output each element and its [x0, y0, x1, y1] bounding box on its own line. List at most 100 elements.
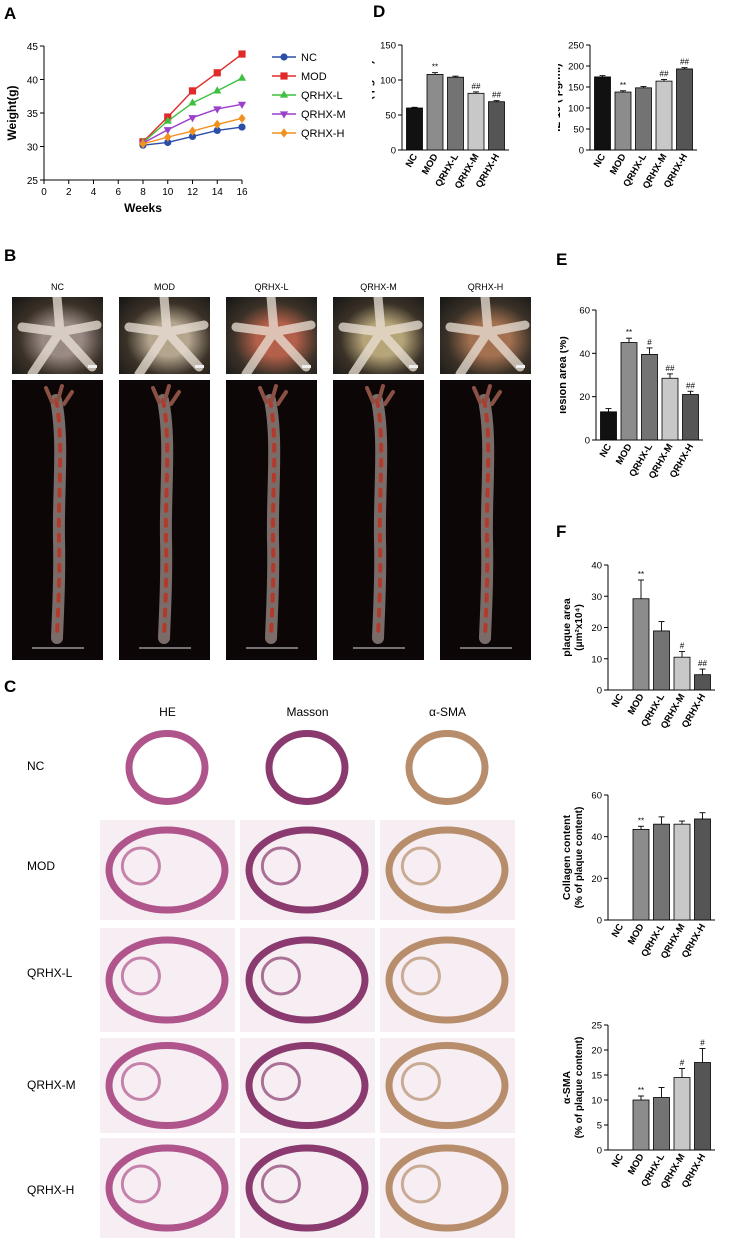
aorta-lesions: [54, 398, 63, 640]
significance-label: **: [432, 63, 438, 72]
x-tick-label: 4: [91, 187, 97, 198]
legend-marker: [279, 111, 289, 119]
collagen-bar-chart: 0204060NC**MODQRHX-LQRHX-MQRHX-HCollagen…: [561, 791, 715, 961]
significance-label: #: [680, 1059, 685, 1068]
x-tick-label: 2: [66, 187, 72, 198]
histology-qrhx-m-0: [100, 1038, 235, 1133]
data-point: [188, 126, 197, 136]
bar-qrhx-l: [641, 354, 658, 441]
vessel-wall: [245, 1042, 369, 1129]
histology-qrhx-h-2: [380, 1138, 515, 1238]
gross-photo-qrhx-h: [440, 297, 531, 374]
y-tick-label: 60: [591, 791, 602, 802]
bar-qrhx-h: [694, 674, 711, 691]
plaque: [120, 956, 161, 996]
data-point: [238, 113, 246, 123]
y-tick-label: 0: [391, 146, 396, 157]
y-tick-label: 100: [568, 104, 584, 115]
bar-qrhx-h: [694, 818, 711, 921]
plaque: [260, 1164, 301, 1204]
y-tick-label: 10: [591, 1096, 602, 1107]
histology-mod-2: [380, 820, 515, 920]
aorta-branches: [258, 384, 288, 406]
significance-label: #: [700, 1039, 705, 1048]
data-point: [139, 139, 147, 149]
scale-bar: [302, 365, 311, 368]
x-tick-label: MOD: [626, 692, 647, 717]
vessel-branches: [445, 297, 530, 374]
data-point: [163, 116, 172, 124]
aorta-lesions: [161, 398, 170, 640]
aorta-photo-qrhx-m: [333, 380, 424, 660]
aorta-branches: [472, 384, 502, 406]
data-point: [164, 138, 172, 147]
row-label-nc: NC: [27, 759, 45, 773]
vessel-wall: [245, 1144, 369, 1232]
y-axis-title: Collagen content: [561, 814, 573, 900]
significance-label: #: [680, 642, 685, 651]
data-point: [213, 86, 222, 94]
legend-marker: [280, 53, 288, 61]
x-tick-label: MOD: [626, 922, 647, 947]
histology-background: [100, 820, 235, 920]
y-axis-subtitle: (% of plaque content): [574, 807, 585, 909]
significance-label: **: [638, 816, 644, 825]
x-tick-label: 12: [187, 187, 199, 198]
gross-photo-qrhx-l: [226, 297, 317, 374]
y-tick-label: 10: [591, 654, 602, 665]
series-qrhx-m: QRHX-M: [138, 101, 346, 148]
data-point: [238, 50, 246, 58]
legend-marker: [280, 128, 288, 138]
bar-qrhx-h: [682, 394, 699, 441]
vessel-wall: [105, 936, 229, 1024]
data-point: [237, 73, 247, 81]
bar-qrhx-m: [673, 1077, 691, 1151]
photo-label-nc: NC: [51, 282, 64, 292]
x-tick-label: NC: [610, 922, 626, 940]
histology-background: [240, 1138, 375, 1238]
bar-nc: [406, 107, 423, 151]
histology-qrhx-m-1: [240, 1038, 375, 1133]
y-axis-subtitle: (μm²x10⁴): [574, 604, 585, 651]
column-label-he: HE: [159, 705, 176, 719]
y-tick-label: 40: [591, 561, 602, 572]
legend-label: QRHX-M: [301, 109, 346, 121]
x-tick-label: 10: [162, 187, 174, 198]
plaque: [400, 1164, 441, 1204]
photo-label-qrhx-l: QRHX-L: [254, 282, 289, 292]
y-tick-label: 40: [579, 349, 590, 360]
x-tick-label: 8: [140, 187, 146, 198]
vessel-wall: [405, 730, 489, 805]
plaque: [120, 1164, 161, 1204]
y-tick-label: 15: [591, 1071, 602, 1082]
vessel-branches: [124, 297, 209, 374]
y-axis-title: plaque area: [561, 598, 573, 657]
vessel-branches: [17, 297, 102, 374]
vessel-wall: [385, 826, 509, 914]
y-tick-label: 0: [597, 1146, 602, 1157]
vessel-wall: [245, 936, 369, 1024]
row-label-qrhx-m: QRHX-M: [27, 1078, 76, 1092]
aorta-lesions: [375, 398, 384, 640]
y-tick-label: 0: [585, 436, 590, 447]
bar-qrhx-h: [694, 1062, 711, 1151]
bar-mod: [632, 1099, 650, 1151]
significance-label: ##: [686, 381, 695, 390]
significance-label: ##: [492, 91, 501, 100]
x-tick-label: MOD: [420, 152, 441, 177]
plaque: [260, 956, 301, 996]
x-tick-label: MOD: [608, 152, 629, 177]
aorta-lesions: [482, 398, 491, 640]
photo-label-qrhx-m: QRHX-M: [360, 282, 397, 292]
histology-qrhx-m-2: [380, 1038, 515, 1133]
panel-label-b: B: [4, 246, 17, 265]
vessel-branches: [231, 297, 316, 374]
aorta-drawing: [32, 384, 84, 649]
y-tick-label: 40: [591, 832, 602, 843]
y-tick-label: 45: [27, 42, 39, 53]
histology-qrhx-l-0: [100, 928, 235, 1032]
y-tick-label: 25: [591, 1021, 602, 1032]
bar-qrhx-m: [673, 823, 691, 921]
y-tick-label: 20: [591, 623, 602, 634]
y-axis-title: IL-10 ( pg/ml): [558, 63, 563, 132]
